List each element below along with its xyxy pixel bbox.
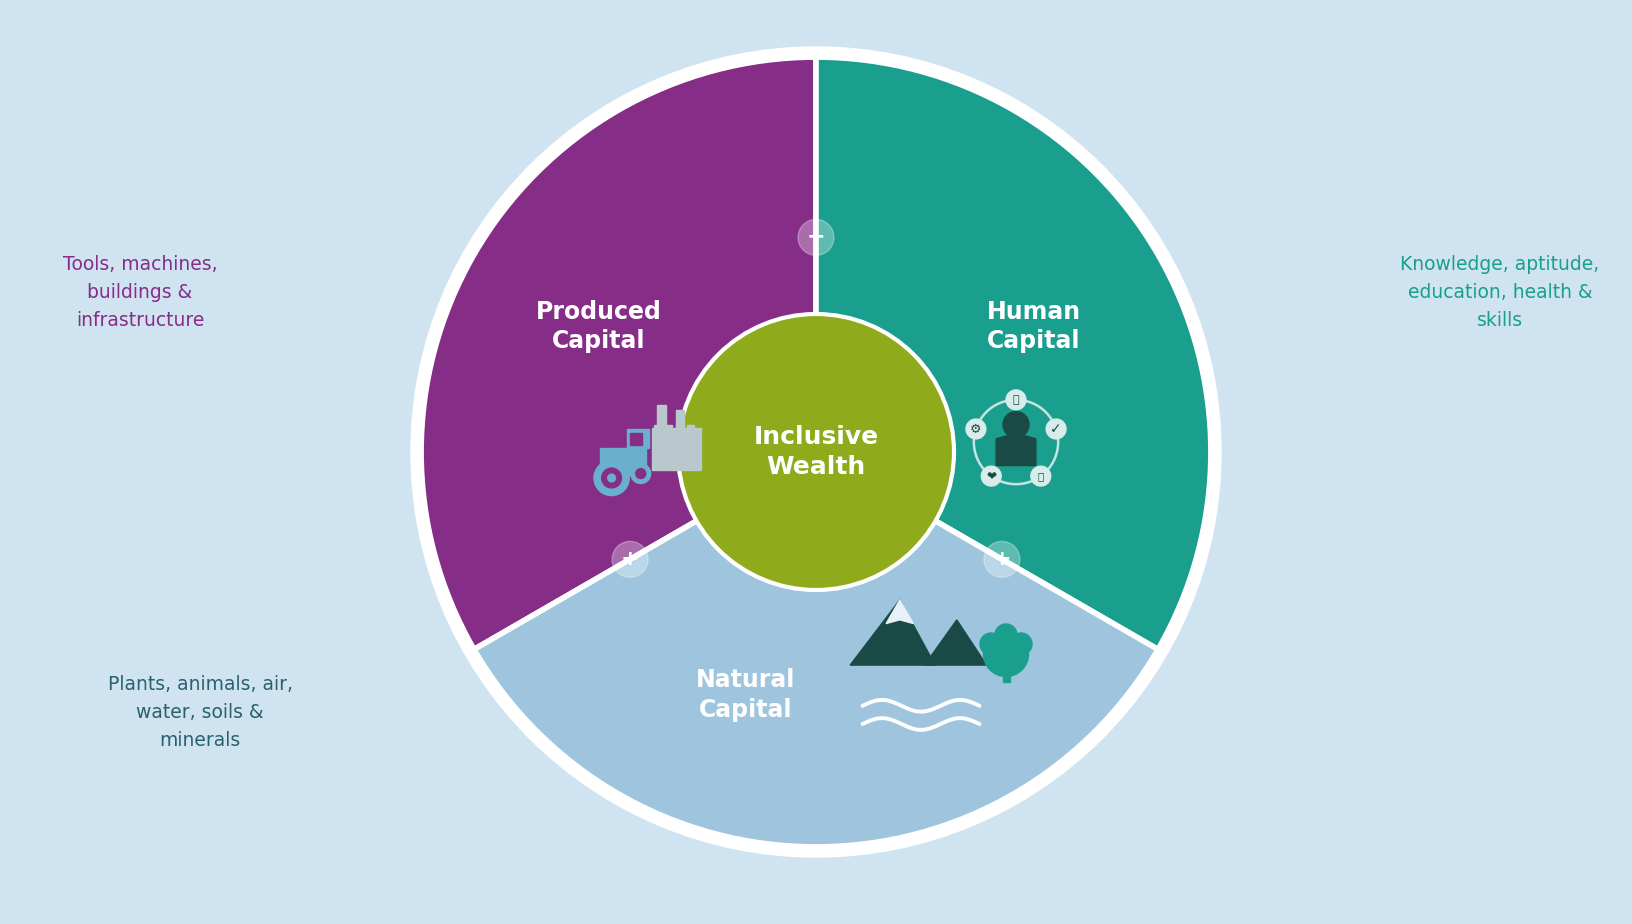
Text: +: + (992, 550, 1012, 569)
Circle shape (607, 474, 615, 481)
Circle shape (602, 468, 622, 488)
Text: +: + (620, 550, 640, 569)
Wedge shape (816, 57, 1211, 650)
Circle shape (636, 468, 646, 479)
Circle shape (1005, 390, 1027, 409)
Text: Inclusive
Wealth: Inclusive Wealth (754, 425, 878, 480)
Wedge shape (473, 452, 1159, 847)
Circle shape (677, 314, 955, 590)
Text: ✓: ✓ (1051, 422, 1062, 436)
Circle shape (996, 624, 1017, 646)
Circle shape (1031, 467, 1051, 486)
Text: +: + (806, 227, 826, 248)
Circle shape (1004, 411, 1030, 438)
Bar (666, 425, 672, 432)
Text: Natural
Capital: Natural Capital (697, 668, 796, 722)
Bar (651, 428, 702, 469)
Text: ❤: ❤ (986, 469, 996, 482)
Polygon shape (850, 600, 935, 665)
Bar (654, 425, 661, 432)
Bar (627, 429, 650, 448)
Text: 💡: 💡 (1013, 395, 1020, 405)
Circle shape (966, 419, 986, 439)
Polygon shape (925, 620, 987, 665)
Bar (676, 410, 684, 428)
Circle shape (979, 633, 1002, 655)
Circle shape (984, 541, 1020, 578)
Bar (676, 425, 682, 432)
Circle shape (411, 47, 1221, 857)
Wedge shape (421, 57, 816, 650)
Text: Human
Capital: Human Capital (986, 299, 1080, 353)
Polygon shape (886, 600, 914, 624)
Bar (687, 425, 694, 432)
Circle shape (632, 464, 651, 483)
Text: Tools, machines,
buildings &
infrastructure: Tools, machines, buildings & infrastruct… (62, 254, 217, 330)
Text: Produced
Capital: Produced Capital (535, 299, 661, 353)
Polygon shape (996, 436, 1036, 466)
Text: 📖: 📖 (1038, 471, 1044, 481)
Circle shape (594, 460, 630, 495)
Circle shape (798, 219, 834, 255)
Circle shape (984, 631, 1028, 676)
Circle shape (612, 541, 648, 578)
Text: ⚙: ⚙ (969, 422, 982, 435)
Bar (630, 433, 643, 445)
Bar (656, 406, 666, 428)
Bar (1002, 656, 1010, 682)
Text: Plants, animals, air,
water, soils &
minerals: Plants, animals, air, water, soils & min… (108, 675, 292, 749)
Circle shape (981, 467, 1000, 486)
Circle shape (1046, 419, 1066, 439)
Text: Knowledge, aptitude,
education, health &
skills: Knowledge, aptitude, education, health &… (1400, 254, 1599, 330)
Circle shape (1010, 633, 1031, 655)
Bar (599, 448, 646, 475)
